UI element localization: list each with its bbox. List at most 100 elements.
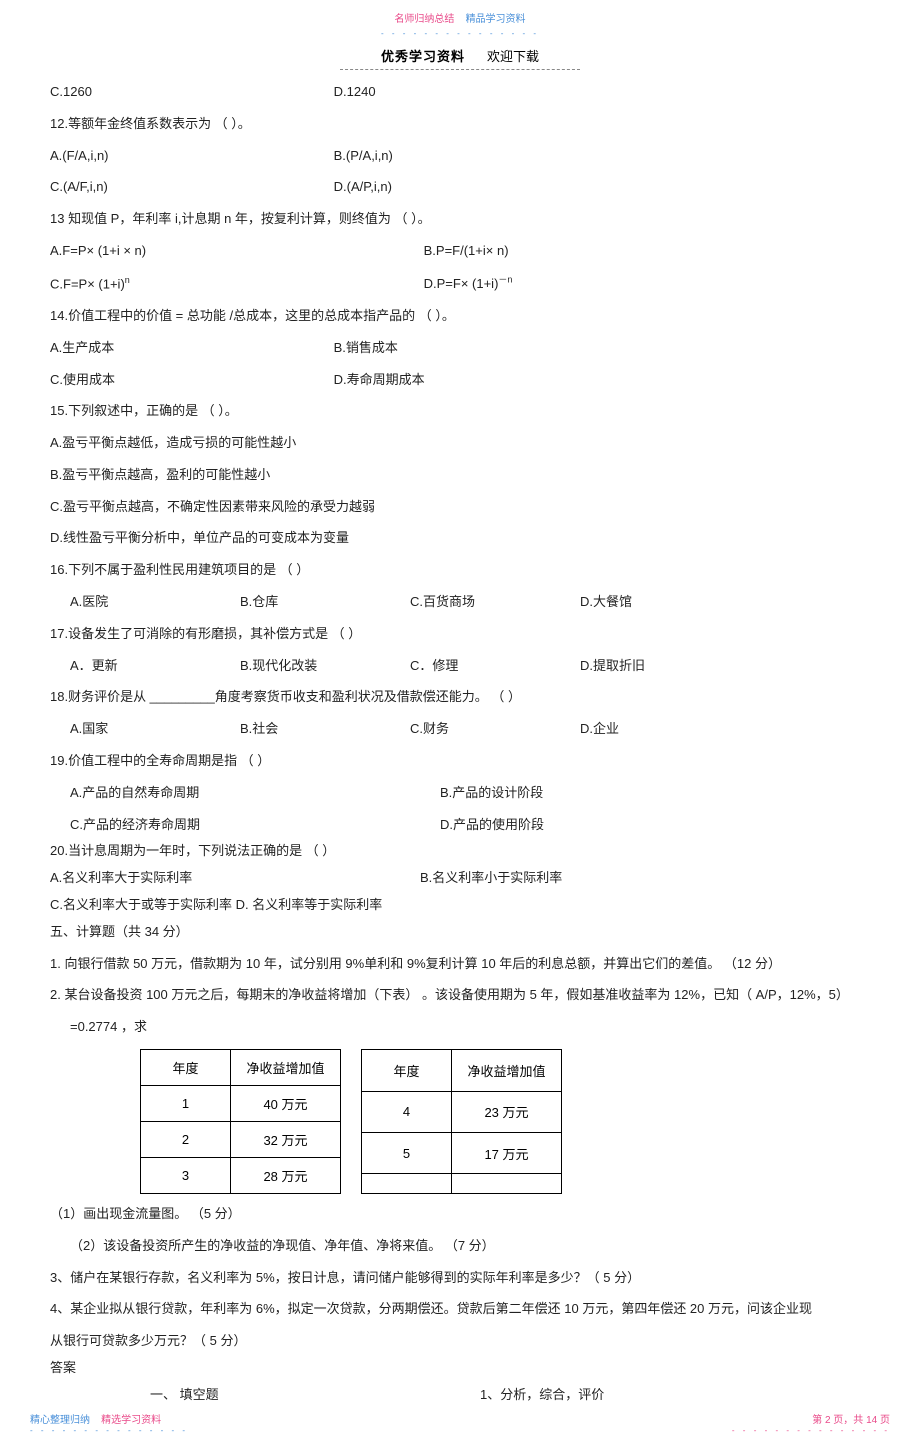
top-note-red: 名师归纳总结 — [394, 14, 454, 25]
q18-opts: A.国家 B.社会 C.财务 D.企业 — [50, 719, 870, 740]
q17-opts: A．更新 B.现代化改装 C．修理 D.提取折旧 — [50, 656, 870, 677]
ans-1: 1、分析，综合，评价 — [480, 1385, 604, 1406]
q12-a: A.(F/A,i,n) — [50, 146, 330, 167]
q16-opts: A.医院 B.仓库 C.百货商场 D.大餐馆 — [50, 592, 870, 613]
q11-c: C.1260 — [50, 82, 330, 103]
q20-a: A.名义利率大于实际利率 — [50, 868, 420, 889]
footer-left-red: 精选学习资料 — [101, 1415, 161, 1426]
tl-r1-v: 40 万元 — [231, 1086, 341, 1122]
q18-b: B.社会 — [240, 719, 410, 740]
q19-stem: 19.价值工程中的全寿命周期是指 （ ） — [50, 751, 870, 772]
q20-b: B.名义利率小于实际利率 — [420, 868, 562, 889]
sub1: （1）画出现金流量图。 （5 分） — [50, 1204, 870, 1225]
q12-row1: A.(F/A,i,n) B.(P/A,i,n) — [50, 146, 870, 167]
q13-c: C.F=P× (1+i)n — [50, 273, 420, 295]
th-year-r: 年度 — [362, 1050, 452, 1091]
q13-d: D.P=F× (1+i)－n — [424, 276, 513, 291]
q12-row2: C.(A/F,i,n) D.(A/P,i,n) — [50, 177, 870, 198]
q15-stem: 15.下列叙述中，正确的是 （ ）。 — [50, 401, 870, 422]
q15-b: B.盈亏平衡点越高，盈利的可能性越小 — [50, 465, 870, 486]
footer-left-blue: 精心整理归纳 — [30, 1415, 90, 1426]
footer-dots-left: - - - - - - - - - - - - - - - — [30, 1426, 188, 1435]
q20-row1: A.名义利率大于实际利率 B.名义利率小于实际利率 — [50, 868, 870, 889]
th-val-r: 净收益增加值 — [452, 1050, 562, 1091]
q20-stem: 20.当计息周期为一年时，下列说法正确的是 （ ） — [50, 841, 870, 862]
q17-b: B.现代化改装 — [240, 656, 410, 677]
footer: 精心整理归纳 精选学习资料 - - - - - - - - - - - - - … — [30, 1411, 890, 1435]
q19-d: D.产品的使用阶段 — [440, 815, 544, 836]
q14-d: D.寿命周期成本 — [334, 372, 425, 387]
th-val-l: 净收益增加值 — [231, 1050, 341, 1086]
subtitle-plain: 欢迎下载 — [487, 49, 539, 64]
q16-d: D.大餐馆 — [580, 592, 750, 613]
top-note-blue: 精品学习资料 — [466, 14, 526, 25]
tr-r3-v — [452, 1174, 562, 1194]
ans-row: 一、 填空题 1、分析，综合，评价 — [50, 1385, 870, 1406]
tr-r1-v: 23 万元 — [452, 1091, 562, 1132]
q14-c: C.使用成本 — [50, 370, 330, 391]
q13-row2: C.F=P× (1+i)n D.P=F× (1+i)－n — [50, 273, 870, 295]
q13-stem: 13 知现值 P，年利率 i,计息期 n 年，按复利计算，则终值为 （ ）。 — [50, 209, 870, 230]
q17-stem: 17.设备发生了可消除的有形磨损，其补偿方式是 （ ） — [50, 624, 870, 645]
q14-row1: A.生产成本 B.销售成本 — [50, 338, 870, 359]
q13-b: B.P=F/(1+i× n) — [424, 243, 509, 258]
tl-r1-y: 1 — [141, 1086, 231, 1122]
subtitle-bold: 优秀学习资料 — [381, 49, 483, 64]
q11-d: D.1240 — [334, 84, 376, 99]
footer-right: 第 2 页，共 14 页 - - - - - - - - - - - - - -… — [732, 1411, 890, 1435]
q19-row1: A.产品的自然寿命周期 B.产品的设计阶段 — [50, 783, 870, 804]
q13-d-sup: －n — [498, 275, 512, 285]
q12-b: B.(P/A,i,n) — [334, 148, 393, 163]
footer-dots-right: - - - - - - - - - - - - - - - — [732, 1426, 890, 1435]
tables-wrap: 年度 净收益增加值 140 万元 232 万元 328 万元 年度 净收益增加值… — [140, 1049, 870, 1194]
section5-title: 五、计算题（共 34 分） — [50, 922, 870, 943]
ans-label: 答案 — [50, 1358, 870, 1379]
q17-c: C．修理 — [410, 656, 580, 677]
q13-row1: A.F=P× (1+i × n) B.P=F/(1+i× n) — [50, 241, 870, 262]
calc3: 3、储户在某银行存款，名义利率为 5%，按日计息，请问储户能够得到的实际年利率是… — [50, 1268, 870, 1289]
calc1: 1. 向银行借款 50 万元，借款期为 10 年，试分别用 9%单利和 9%复利… — [50, 954, 870, 975]
tr-r2-v: 17 万元 — [452, 1132, 562, 1173]
q14-stem: 14.价值工程中的价值 = 总功能 /总成本，这里的总成本指产品的 （ ）。 — [50, 306, 870, 327]
q14-a: A.生产成本 — [50, 338, 330, 359]
q13-c-pre: C.F=P× (1+i) — [50, 276, 125, 291]
q13-a: A.F=P× (1+i × n) — [50, 241, 420, 262]
q15-c: C.盈亏平衡点越高，不确定性因素带来风险的承受力越弱 — [50, 497, 870, 518]
tr-r3-y — [362, 1174, 452, 1194]
q18-c: C.财务 — [410, 719, 580, 740]
table-left: 年度 净收益增加值 140 万元 232 万元 328 万元 — [140, 1049, 341, 1194]
tl-r3-v: 28 万元 — [231, 1158, 341, 1194]
q20-c: C.名义利率大于或等于实际利率 D. 名义利率等于实际利率 — [50, 895, 870, 916]
q15-a: A.盈亏平衡点越低，造成亏损的可能性越小 — [50, 433, 870, 454]
q16-a: A.医院 — [70, 592, 240, 613]
footer-page: 第 2 页，共 14 页 — [732, 1411, 890, 1426]
th-year-l: 年度 — [141, 1050, 231, 1086]
q14-row2: C.使用成本 D.寿命周期成本 — [50, 370, 870, 391]
q16-b: B.仓库 — [240, 592, 410, 613]
tl-r2-v: 32 万元 — [231, 1122, 341, 1158]
q13-c-sup: n — [125, 275, 130, 285]
calc2: 2. 某台设备投资 100 万元之后，每期末的净收益将增加（下表） 。该设备使用… — [50, 985, 870, 1006]
q15-d: D.线性盈亏平衡分析中，单位产品的可变成本为变量 — [50, 528, 870, 549]
subtitle: 优秀学习资料 欢迎下载 — [50, 46, 870, 65]
q14-b: B.销售成本 — [334, 340, 398, 355]
calc4b: 从银行可贷款多少万元？（ 5 分） — [50, 1331, 870, 1352]
q19-a: A.产品的自然寿命周期 — [70, 783, 440, 804]
tr-r1-y: 4 — [362, 1091, 452, 1132]
q19-row2: C.产品的经济寿命周期 D.产品的使用阶段 — [50, 815, 870, 836]
dots-top: - - - - - - - - - - - - - - - — [50, 29, 870, 38]
q18-a: A.国家 — [70, 719, 240, 740]
q19-c: C.产品的经济寿命周期 — [70, 815, 440, 836]
q16-stem: 16.下列不属于盈利性民用建筑项目的是 （ ） — [50, 560, 870, 581]
q11-row: C.1260 D.1240 — [50, 82, 870, 103]
q17-d: D.提取折旧 — [580, 656, 750, 677]
calc2b: =0.2774 ，求 — [50, 1017, 870, 1038]
footer-left: 精心整理归纳 精选学习资料 - - - - - - - - - - - - - … — [30, 1411, 188, 1435]
q13-d-pre: D.P=F× (1+i) — [424, 276, 499, 291]
tl-r2-y: 2 — [141, 1122, 231, 1158]
q12-stem: 12.等额年金终值系数表示为 （ ）。 — [50, 114, 870, 135]
sub2: （2）该设备投资所产生的净收益的净现值、净年值、净将来值。 （7 分） — [50, 1236, 870, 1257]
tl-r3-y: 3 — [141, 1158, 231, 1194]
q12-c: C.(A/F,i,n) — [50, 177, 330, 198]
q19-b: B.产品的设计阶段 — [440, 783, 543, 804]
